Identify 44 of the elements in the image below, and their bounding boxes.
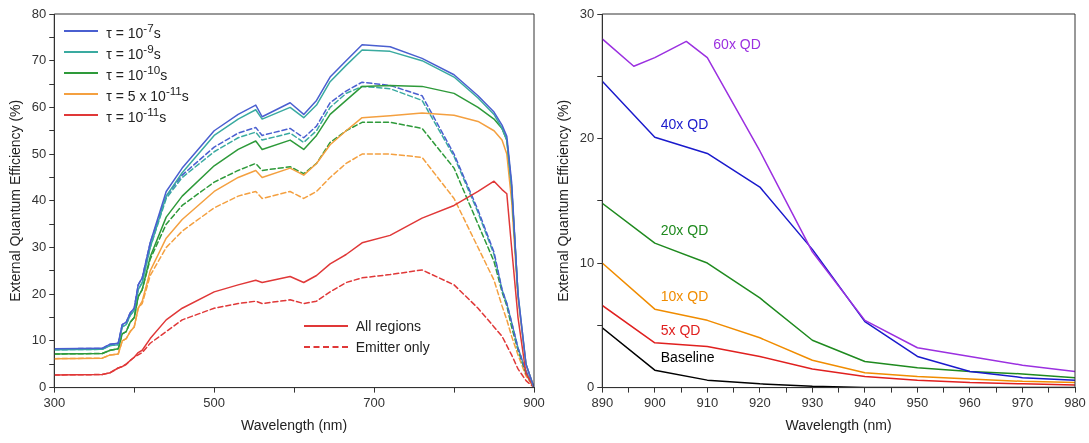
- y-tick-label: 0: [587, 379, 595, 395]
- series-label: 5x QD: [660, 321, 701, 338]
- y-tick-label: 80: [31, 5, 47, 21]
- x-tick-label: 700: [363, 394, 385, 410]
- y-tick-label: 10: [579, 254, 595, 270]
- x-tick-label: 930: [801, 394, 824, 410]
- x-axis-title: Wavelength (nm): [241, 417, 348, 434]
- y-tick-label: 60: [31, 98, 47, 114]
- y-tick-label: 10: [31, 332, 47, 348]
- y-tick-label: 40: [31, 192, 47, 208]
- series-label: 10x QD: [660, 288, 709, 304]
- x-tick-label: 910: [696, 394, 719, 410]
- x-tick-label: 500: [203, 394, 226, 410]
- x-tick-label: 950: [906, 394, 929, 410]
- legend-label: τ = 10$^{-10}$s: [106, 62, 168, 83]
- y-tick-label: 70: [31, 52, 47, 68]
- y-tick-label: 0: [39, 379, 47, 395]
- y-axis-title: External Quantum Efficiency (%): [555, 99, 572, 302]
- y-tick-label: 20: [31, 285, 47, 301]
- x-tick-label: 300: [43, 394, 66, 410]
- x-tick-label: 960: [959, 394, 981, 410]
- series-label: 60x QD: [713, 36, 761, 53]
- x-tick-label: 920: [748, 394, 771, 410]
- x-tick-label: 890: [591, 394, 614, 410]
- x-tick-label: 940: [854, 394, 876, 410]
- y-tick-label: 50: [31, 145, 47, 161]
- series-label: 20x QD: [660, 222, 709, 238]
- x-tick-label: 900: [643, 394, 666, 410]
- x-tick-label: 900: [523, 394, 545, 410]
- x-tick-label: 980: [1064, 394, 1086, 410]
- x-axis-title: Wavelength (nm): [785, 417, 892, 434]
- annotation: Emitter only: [355, 339, 430, 356]
- y-tick-label: 30: [31, 239, 47, 255]
- legend-label: τ = 5 x 10$^{-11}$s: [106, 83, 189, 104]
- legend-label: τ = 10$^{-11}$s: [106, 104, 167, 125]
- x-tick-label: 970: [1011, 394, 1034, 410]
- series-label: 40x QD: [660, 116, 709, 133]
- legend-label: τ = 10$^{-9}$s: [106, 41, 161, 62]
- annotation: All regions: [355, 318, 422, 335]
- y-tick-label: 30: [579, 5, 595, 21]
- series-label: Baseline: [660, 349, 715, 366]
- legend-label: τ = 10$^{-7}$s: [106, 20, 161, 41]
- y-tick-label: 20: [579, 130, 595, 146]
- y-axis-title: External Quantum Efficiency (%): [7, 99, 24, 302]
